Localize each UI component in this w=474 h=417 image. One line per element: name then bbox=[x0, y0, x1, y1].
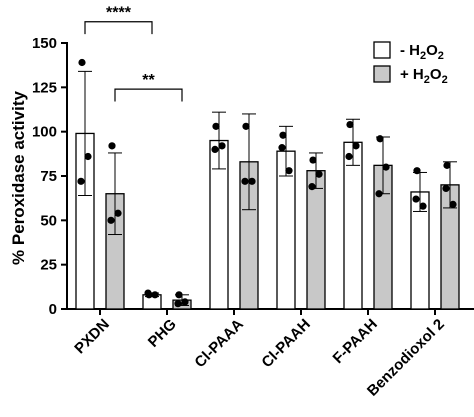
data-point bbox=[181, 298, 189, 306]
y-tick-label: 0 bbox=[49, 301, 57, 318]
y-tick-label: 75 bbox=[40, 168, 57, 185]
data-point bbox=[242, 122, 250, 130]
data-point bbox=[449, 200, 457, 208]
chart-data-points bbox=[77, 58, 457, 308]
data-point bbox=[308, 183, 316, 191]
data-point bbox=[174, 300, 182, 308]
significance-label: ** bbox=[142, 72, 155, 89]
x-tick-label: PHG bbox=[145, 316, 180, 351]
y-tick-label: 150 bbox=[32, 35, 57, 52]
legend-label: - H2O2 bbox=[400, 42, 444, 62]
data-point bbox=[345, 152, 353, 161]
data-point bbox=[278, 144, 286, 152]
bar bbox=[343, 141, 363, 310]
data-point bbox=[309, 156, 317, 164]
y-axis-label: % Peroxidase activity bbox=[9, 91, 28, 265]
data-point bbox=[107, 216, 115, 224]
significance-bracket bbox=[114, 88, 183, 102]
y-tick-label: 100 bbox=[32, 124, 57, 141]
data-point bbox=[241, 177, 249, 185]
data-point bbox=[382, 163, 390, 171]
y-tick-label: 125 bbox=[32, 79, 57, 96]
x-tick-label: PXDN bbox=[71, 316, 112, 357]
data-point bbox=[346, 120, 354, 129]
legend-swatch bbox=[373, 65, 391, 83]
bar bbox=[306, 170, 326, 310]
significance-bracket bbox=[84, 21, 153, 35]
x-tick-label: Cl-PAAA bbox=[191, 316, 247, 372]
data-point bbox=[78, 58, 86, 67]
legend-swatch bbox=[373, 41, 391, 59]
data-point bbox=[315, 170, 323, 178]
data-point bbox=[279, 131, 287, 139]
data-point bbox=[84, 152, 92, 161]
chart-annotations: ****** bbox=[84, 5, 183, 102]
chart-bars bbox=[75, 132, 460, 310]
chart-error-bars bbox=[78, 70, 457, 306]
significance-label: **** bbox=[106, 5, 132, 22]
data-point bbox=[443, 161, 451, 169]
data-point bbox=[352, 142, 360, 150]
data-point bbox=[212, 122, 220, 130]
y-tick-label: 50 bbox=[40, 212, 57, 229]
chart-legend: - H2O2 + H2O2 bbox=[373, 41, 448, 86]
data-point bbox=[114, 209, 122, 217]
data-point bbox=[442, 184, 450, 193]
data-point bbox=[412, 195, 420, 203]
data-point bbox=[285, 167, 293, 175]
data-point bbox=[108, 142, 116, 150]
y-tick-label: 25 bbox=[40, 257, 57, 274]
x-tick-label: Cl-PAAH bbox=[258, 316, 313, 371]
data-point bbox=[218, 142, 226, 150]
data-point bbox=[419, 202, 427, 210]
x-tick-label: F-PAAH bbox=[330, 316, 381, 367]
legend-label: + H2O2 bbox=[400, 66, 448, 86]
data-point bbox=[248, 177, 256, 185]
data-point bbox=[77, 177, 85, 185]
data-point bbox=[211, 145, 219, 153]
